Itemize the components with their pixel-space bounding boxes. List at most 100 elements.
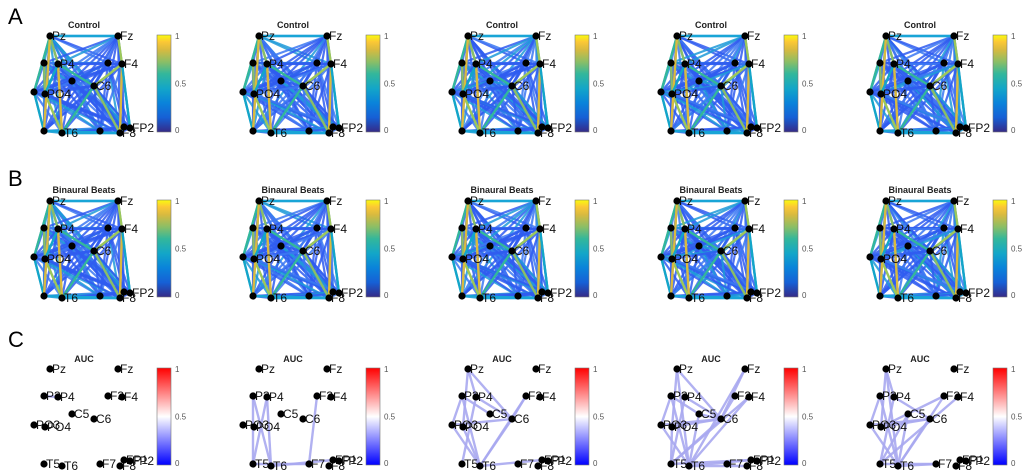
colorbar-tick-label: 1: [384, 32, 389, 41]
electrode-node: [534, 129, 542, 137]
electrode-node: [486, 410, 494, 418]
colorbar-tick-label: 1: [802, 32, 807, 41]
colorbar-tick-label: 0.5: [175, 245, 187, 254]
electrode-node: [126, 289, 134, 297]
colorbar: [783, 34, 799, 133]
colorbar: [992, 199, 1008, 298]
electrode-label: FP2: [759, 121, 781, 135]
electrode-node: [745, 393, 753, 401]
electrode-node: [305, 127, 313, 135]
electrode-node: [673, 365, 681, 373]
electrode-node: [250, 255, 258, 263]
electrode-node: [305, 460, 313, 468]
electrode-node: [532, 365, 540, 373]
colorbar: [783, 367, 799, 466]
colorbar: [156, 34, 172, 133]
colorbar-tick-label: 0: [175, 291, 180, 300]
electrode-label: P4: [60, 57, 75, 71]
electrode-node: [932, 127, 940, 135]
electrode-node: [277, 77, 285, 85]
electrode-label: Pz: [52, 29, 66, 43]
electrode-label: FP2: [132, 286, 154, 300]
electrode-node: [323, 197, 331, 205]
electrode-node: [743, 294, 751, 302]
electrode-label: C6: [932, 412, 948, 426]
electrode-label: C6: [96, 79, 112, 93]
electrode-label: P4: [687, 390, 702, 404]
electrode-node: [118, 393, 126, 401]
colorbar-tick-label: 0.5: [802, 413, 814, 422]
electrode-node: [46, 365, 54, 373]
electrode-node: [54, 225, 62, 233]
row-label-a: A: [8, 4, 23, 29]
electrode-label: F4: [333, 222, 347, 236]
electrode-node: [536, 393, 544, 401]
electrode-label: C6: [723, 79, 739, 93]
electrode-node: [668, 255, 676, 263]
electrode-node: [335, 124, 343, 132]
electrode-label: Fz: [329, 362, 342, 376]
electrode-label: T5: [464, 457, 478, 471]
electrode-label: Pz: [470, 362, 484, 376]
electrode-label: Pz: [679, 362, 693, 376]
electrode-node: [126, 124, 134, 132]
electrode-label: FP2: [341, 121, 363, 135]
electrode-label: PO4: [883, 252, 907, 266]
electrode-node: [90, 82, 98, 90]
electrode-node: [522, 224, 530, 232]
electrode-node: [54, 60, 62, 68]
electrode-label: F4: [960, 222, 974, 236]
electrode-node: [956, 123, 964, 131]
electrode-label: T5: [882, 457, 896, 471]
electrode-label: Fz: [747, 29, 760, 43]
electrode-node: [40, 59, 48, 67]
electrode-node: [673, 197, 681, 205]
electrode-label: F4: [542, 390, 556, 404]
electrode-node: [58, 129, 66, 137]
electrode-label: F4: [333, 390, 347, 404]
electrode-label: T6: [482, 459, 496, 473]
electrode-label: T6: [64, 126, 78, 140]
electrode-label: F4: [751, 57, 765, 71]
electrode-node: [327, 393, 335, 401]
electrode-node: [685, 462, 693, 470]
panel-title: Binaural Beats: [470, 185, 533, 195]
electrode-node: [458, 59, 466, 67]
electrode-label: PO4: [256, 420, 280, 434]
colorbar-tick-label: 0.5: [802, 80, 814, 89]
electrode-label: C6: [723, 244, 739, 258]
electrode-node: [90, 247, 98, 255]
electrode-label: Pz: [888, 362, 902, 376]
colorbar-tick-label: 1: [593, 365, 598, 374]
electrode-label: Fz: [538, 29, 551, 43]
electrode-node: [327, 225, 335, 233]
panel-title: Control: [904, 20, 936, 30]
electrode-node: [532, 32, 540, 40]
panel-title: AUC: [74, 354, 94, 364]
colorbar-tick-label: 1: [1011, 197, 1016, 206]
electrode-label: Pz: [52, 362, 66, 376]
electrode-node: [741, 32, 749, 40]
electrode-node: [54, 393, 62, 401]
electrode-node: [464, 197, 472, 205]
electrode-label: T5: [673, 457, 687, 471]
colorbar-tick-label: 0.5: [1011, 245, 1023, 254]
colorbar-tick-label: 0: [802, 459, 807, 468]
electrode-node: [882, 32, 890, 40]
electrode-label: FP2: [968, 286, 990, 300]
electrode-label: P4: [269, 390, 284, 404]
electrode-node: [126, 457, 134, 465]
electrode-node: [116, 294, 124, 302]
electrode-label: P4: [687, 222, 702, 236]
electrode-node: [448, 253, 456, 261]
panel-title: Binaural Beats: [888, 185, 951, 195]
electrode-label: Fz: [329, 194, 342, 208]
colorbar-tick-label: 0: [384, 126, 389, 135]
electrode-label: Fz: [747, 362, 760, 376]
electrode-node: [114, 365, 122, 373]
electrode-node: [954, 393, 962, 401]
